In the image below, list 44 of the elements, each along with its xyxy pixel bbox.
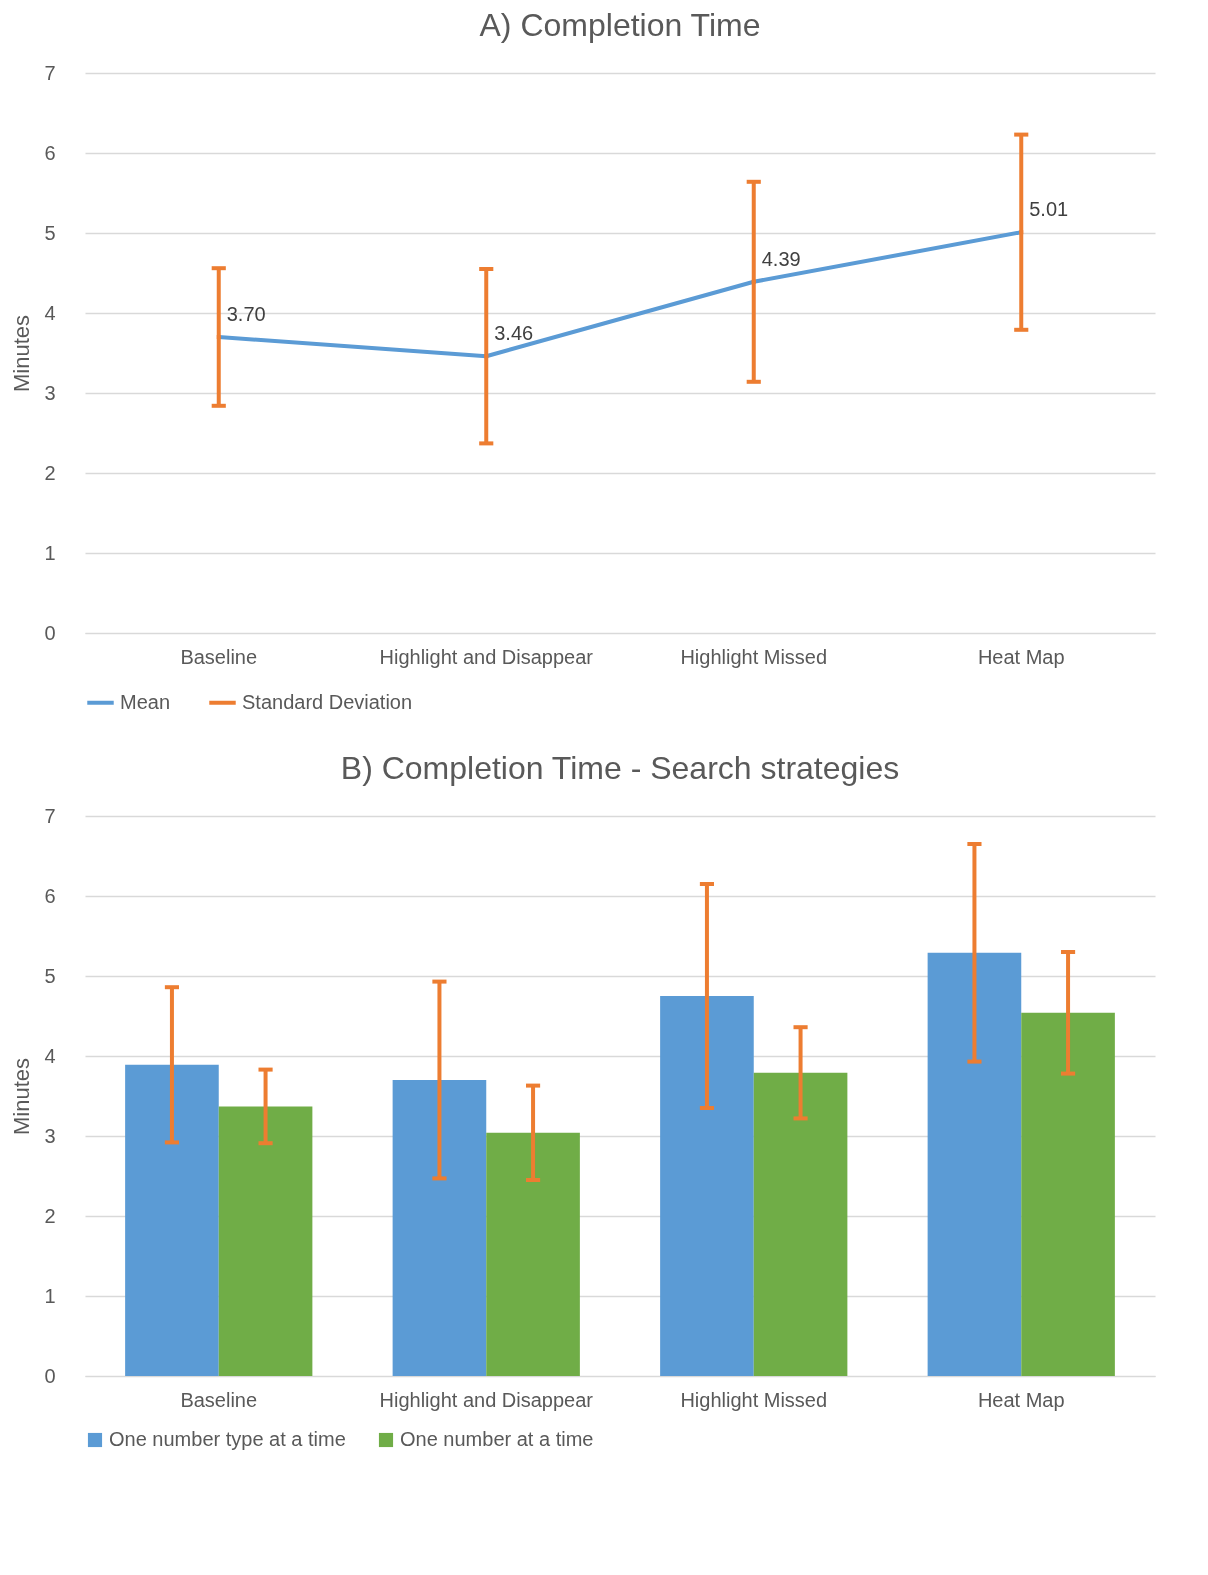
y-tick-label: 4 — [44, 1044, 56, 1067]
y-tick-label: 2 — [44, 461, 56, 484]
bar — [927, 952, 1022, 1376]
x-tick-label: Highlight and Disappear — [379, 645, 594, 668]
y-tick-label: 7 — [44, 804, 56, 827]
x-tick-label: Baseline — [180, 645, 258, 668]
data-label: 4.39 — [761, 247, 801, 270]
y-tick-label: 1 — [44, 1284, 56, 1307]
chart-title: A) Completion Time — [479, 7, 761, 43]
x-tick-label: Heat Map — [977, 1388, 1065, 1411]
bar — [218, 1106, 313, 1376]
x-tick-label: Heat Map — [977, 645, 1065, 668]
data-label: 3.70 — [226, 303, 266, 325]
y-axis-title: Minutes — [9, 314, 35, 393]
data-label: 3.46 — [494, 322, 534, 345]
y-tick-label: 3 — [44, 381, 56, 404]
x-tick-label: Highlight Missed — [680, 645, 828, 668]
x-tick-label: Highlight Missed — [680, 1388, 828, 1411]
legend-label: One number type at a time — [109, 1428, 346, 1450]
bar — [753, 1072, 848, 1376]
bar — [660, 996, 754, 1376]
x-tick-label: Baseline — [180, 1388, 258, 1411]
legend-label: Mean — [120, 690, 171, 713]
bar — [392, 1080, 487, 1376]
y-tick-label: 6 — [44, 141, 56, 164]
chart-title: B) Completion Time - Search strategies — [340, 750, 900, 786]
bar — [125, 1064, 219, 1376]
y-tick-label: 7 — [44, 61, 56, 84]
y-tick-label: 0 — [44, 1364, 56, 1387]
y-tick-label: 6 — [44, 884, 56, 907]
y-tick-label: 0 — [44, 621, 56, 644]
y-tick-label: 4 — [44, 301, 56, 324]
y-tick-label: 5 — [44, 221, 56, 244]
bar — [1021, 1012, 1115, 1376]
legend-label: One number at a time — [400, 1428, 594, 1450]
data-label: 5.01 — [1029, 198, 1069, 221]
legend-label: Standard Deviation — [242, 690, 413, 713]
x-tick-label: Highlight and Disappear — [379, 1388, 594, 1411]
y-tick-label: 2 — [44, 1204, 56, 1227]
bar — [486, 1132, 580, 1376]
y-tick-label: 3 — [44, 1124, 56, 1147]
y-axis-title: Minutes — [9, 1057, 35, 1136]
y-tick-label: 1 — [44, 541, 56, 564]
y-tick-label: 5 — [44, 964, 56, 987]
